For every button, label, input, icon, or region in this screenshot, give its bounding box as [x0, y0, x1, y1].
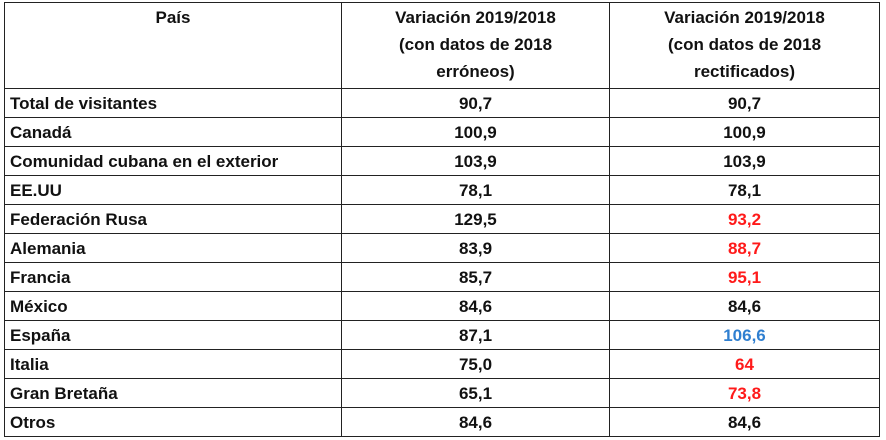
variation-table-container: País Variación 2019/2018 (con datos de 2…	[4, 2, 880, 437]
header-erroneous-line-2: (con datos de 2018	[398, 35, 553, 54]
rectified-value-cell: 84,6	[609, 291, 880, 321]
rectified-value-cell: 106,6	[609, 320, 880, 350]
erroneous-value-cell: 84,6	[341, 291, 610, 321]
erroneous-value-cell: 75,0	[341, 349, 610, 379]
country-cell: Italia	[4, 349, 342, 379]
erroneous-value-cell: 87,1	[341, 320, 610, 350]
country-cell: México	[4, 291, 342, 321]
rectified-value-cell: 103,9	[609, 146, 880, 176]
erroneous-value-cell: 100,9	[341, 117, 610, 147]
rectified-value-cell: 90,7	[609, 88, 880, 118]
header-rectified-line-2: (con datos de 2018	[667, 35, 822, 54]
country-cell: Federación Rusa	[4, 204, 342, 234]
erroneous-value-cell: 78,1	[341, 175, 610, 205]
variation-table: País Variación 2019/2018 (con datos de 2…	[4, 2, 880, 437]
country-cell: España	[4, 320, 342, 350]
table-row: Otros 84,6 84,6	[4, 407, 880, 437]
country-cell: Comunidad cubana en el exterior	[4, 146, 342, 176]
erroneous-value-cell: 83,9	[341, 233, 610, 263]
table-row: Francia 85,7 95,1	[4, 262, 880, 292]
rectified-value-cell: 100,9	[609, 117, 880, 147]
header-rectified-line-3: rectificados)	[693, 62, 796, 81]
table-row: Comunidad cubana en el exterior 103,9 10…	[4, 146, 880, 176]
rectified-value-cell: 88,7	[609, 233, 880, 263]
rectified-value-cell: 64	[609, 349, 880, 379]
country-cell: Otros	[4, 407, 342, 437]
country-cell: Alemania	[4, 233, 342, 263]
header-country-label: País	[155, 8, 191, 27]
rectified-value-cell: 84,6	[609, 407, 880, 437]
table-header-row: País Variación 2019/2018 (con datos de 2…	[4, 2, 880, 89]
erroneous-value-cell: 65,1	[341, 378, 610, 408]
header-erroneous: Variación 2019/2018 (con datos de 2018 e…	[341, 2, 610, 89]
header-erroneous-line-3: erróneos)	[436, 62, 515, 81]
erroneous-value-cell: 103,9	[341, 146, 610, 176]
table-row: Alemania 83,9 88,7	[4, 233, 880, 263]
rectified-value-cell: 73,8	[609, 378, 880, 408]
erroneous-value-cell: 84,6	[341, 407, 610, 437]
country-cell: Francia	[4, 262, 342, 292]
header-rectified-line-1: Variación 2019/2018	[664, 8, 825, 27]
rectified-value-cell: 93,2	[609, 204, 880, 234]
table-row: Canadá 100,9 100,9	[4, 117, 880, 147]
table-row: España 87,1 106,6	[4, 320, 880, 350]
country-cell: Total de visitantes	[4, 88, 342, 118]
table-row: Total de visitantes 90,7 90,7	[4, 88, 880, 118]
rectified-value-cell: 95,1	[609, 262, 880, 292]
table-row: Federación Rusa 129,5 93,2	[4, 204, 880, 234]
country-cell: EE.UU	[4, 175, 342, 205]
country-cell: Gran Bretaña	[4, 378, 342, 408]
erroneous-value-cell: 85,7	[341, 262, 610, 292]
header-erroneous-line-1: Variación 2019/2018	[395, 8, 556, 27]
erroneous-value-cell: 129,5	[341, 204, 610, 234]
erroneous-value-cell: 90,7	[341, 88, 610, 118]
table-row: Italia 75,0 64	[4, 349, 880, 379]
header-country: País	[4, 2, 342, 89]
table-row: México 84,6 84,6	[4, 291, 880, 321]
table-row: EE.UU 78,1 78,1	[4, 175, 880, 205]
country-cell: Canadá	[4, 117, 342, 147]
table-row: Gran Bretaña 65,1 73,8	[4, 378, 880, 408]
header-rectified: Variación 2019/2018 (con datos de 2018 r…	[609, 2, 880, 89]
rectified-value-cell: 78,1	[609, 175, 880, 205]
